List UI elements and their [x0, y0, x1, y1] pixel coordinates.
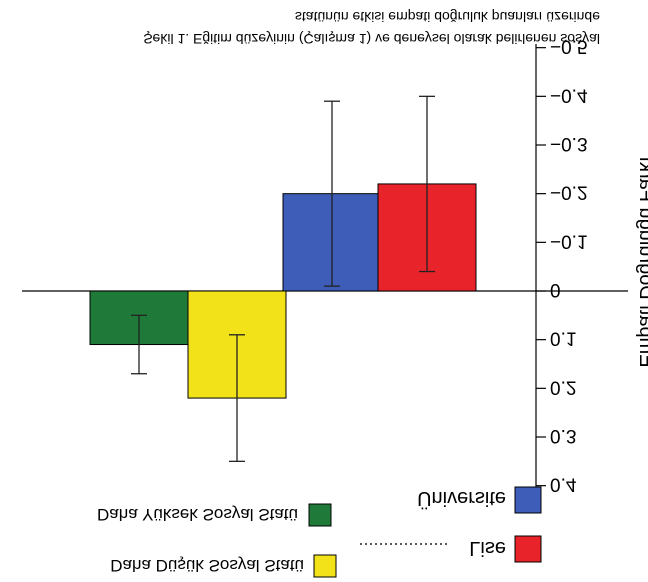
caption-line-1: Şekil 1. Eğitim düzeyinin (Çalışma 1) ve…: [143, 31, 600, 47]
y-tick-label: 0: [550, 279, 561, 300]
y-axis-title: Empati Doğruluğu Farkı: [635, 156, 648, 367]
legend-swatch-lise: [514, 535, 542, 563]
legend: Lise Üniversite Daha Düşük Sosyal Statü …: [97, 486, 542, 578]
y-tick-label: −0.3: [550, 133, 588, 154]
legend-label-lise: Lise: [469, 537, 506, 559]
y-tick-label: −0.1: [550, 230, 588, 251]
legend-swatch-universite: [514, 486, 542, 514]
y-tick-label: 0.1: [550, 328, 576, 349]
legend-label-dusuk: Daha Düşük Sosyal Statü: [110, 556, 304, 575]
y-tick-label: 0.3: [550, 425, 576, 446]
y-tick-label: 0.2: [550, 376, 576, 397]
y-tick-label: 0.4: [550, 474, 577, 495]
y-tick-label: −0.5: [550, 36, 588, 57]
legend-label-universite: Üniversite: [417, 487, 506, 509]
legend-swatch-dusuk: [313, 554, 337, 578]
y-tick-label: −0.2: [550, 182, 588, 203]
legend-swatch-yuksek: [308, 503, 332, 527]
caption-line-2: statünün etkisi empati doğruluk puanları…: [295, 9, 600, 25]
y-tick-label: −0.4: [550, 84, 588, 105]
legend-label-yuksek: Daha Yüksek Sosyal Statü: [97, 505, 298, 524]
